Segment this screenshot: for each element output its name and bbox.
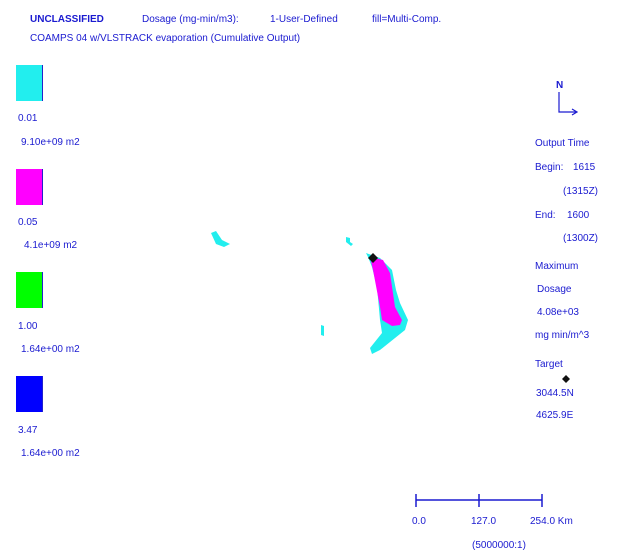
north-arrow-icon [558, 92, 579, 116]
subtitle: COAMPS 04 w/VLSTRACK evaporation (Cumula… [30, 33, 301, 44]
target-latitude: 3044.5N [536, 388, 574, 399]
legend-value: 1.00 [18, 321, 38, 332]
maximum-label: Maximum [535, 261, 579, 272]
legend-swatch-cyan [16, 65, 43, 101]
scale-bar [415, 494, 543, 507]
legend-swatch-green [16, 272, 43, 308]
dosage-units: mg min/m^3 [535, 330, 590, 341]
fill-label: fill=Multi-Comp. [372, 14, 442, 25]
output-time-label: Output Time [535, 138, 590, 149]
legend-area: 4.1e+09 m2 [24, 240, 78, 251]
legend-area: 1.64e+00 m2 [21, 344, 80, 355]
legend-swatch-blue [16, 376, 43, 412]
plume-cyan-small-south [321, 325, 324, 336]
begin-time: 1615 [573, 162, 596, 173]
classification: UNCLASSIFIED [30, 14, 104, 25]
user-defined-label: 1-User-Defined [270, 14, 338, 25]
plume-magenta [370, 257, 402, 326]
plume-cyan-small-west [211, 231, 230, 247]
scale-tick-2: 254.0 Km [530, 516, 573, 527]
begin-label: Begin: [535, 162, 564, 173]
begin-zulu: (1315Z) [563, 186, 599, 197]
scale-tick-0: 0.0 [412, 516, 426, 527]
end-time: 1600 [567, 210, 590, 221]
target-label: Target [535, 359, 563, 370]
legend-value: 0.05 [18, 217, 38, 228]
legend-swatch-magenta [16, 169, 43, 205]
plume-cyan-small-north [346, 237, 353, 246]
legend-area: 1.64e+00 m2 [21, 448, 80, 459]
dosage-label: Dosage (mg-min/m3): [142, 14, 239, 25]
north-label: N [556, 80, 564, 91]
target-longitude: 4625.9E [536, 410, 574, 421]
scale-tick-1: 127.0 [471, 516, 497, 527]
scale-ratio: (5000000:1) [472, 540, 526, 551]
legend-value: 0.01 [18, 113, 38, 124]
source-diamond-icon [368, 253, 378, 263]
dosage-label-right: Dosage [537, 284, 572, 295]
end-label: End: [535, 210, 556, 221]
max-dosage-value: 4.08e+03 [537, 307, 579, 318]
end-zulu: (1300Z) [563, 233, 599, 244]
legend-value: 3.47 [18, 425, 38, 436]
legend-area: 9.10e+09 m2 [21, 137, 80, 148]
target-diamond-icon [562, 375, 570, 383]
